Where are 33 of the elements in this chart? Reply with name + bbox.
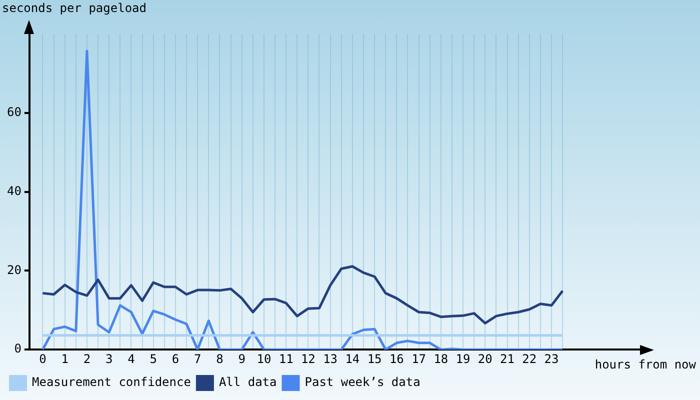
x-tick-label: 22 <box>522 352 537 366</box>
x-tick-label: 5 <box>150 352 157 366</box>
x-tick-label: 10 <box>256 352 272 366</box>
x-tick-label: 7 <box>194 352 202 366</box>
y-tick-label: 40 <box>6 184 22 198</box>
x-tick-label: 4 <box>128 352 135 366</box>
legend-label: Past week’s data <box>304 375 420 390</box>
x-tick-label: 18 <box>434 352 448 366</box>
x-tick-label: 12 <box>300 352 316 366</box>
x-tick-label: 21 <box>500 352 514 366</box>
legend-label: All data <box>218 375 277 390</box>
x-tick-label: 11 <box>278 352 294 366</box>
x-tick-label: 23 <box>544 352 559 366</box>
x-axis-title: hours from now <box>594 358 697 372</box>
y-tick-label: 60 <box>6 105 22 120</box>
y-tick-label: 20 <box>6 262 22 277</box>
x-tick-label: 9 <box>238 352 246 366</box>
x-tick-label: 16 <box>389 352 404 366</box>
x-tick-label: 19 <box>456 352 470 366</box>
x-tick-label: 3 <box>105 352 113 366</box>
y-tick-label: 0 <box>14 342 22 356</box>
x-tick-label: 15 <box>367 352 382 366</box>
y-axis-title: seconds per pageload <box>2 1 146 16</box>
x-tick-label: 8 <box>216 352 224 366</box>
x-tick-label: 20 <box>478 352 492 366</box>
x-tick-label: 0 <box>39 352 46 366</box>
x-tick-label: 1 <box>61 352 68 366</box>
x-tick-label: 14 <box>345 352 360 366</box>
x-tick-label: 6 <box>172 352 180 366</box>
x-tick-label: 17 <box>412 352 426 366</box>
x-tick-label: 2 <box>83 352 91 366</box>
x-tick-label: 13 <box>323 352 338 366</box>
legend-label: Measurement confidence <box>32 375 191 390</box>
